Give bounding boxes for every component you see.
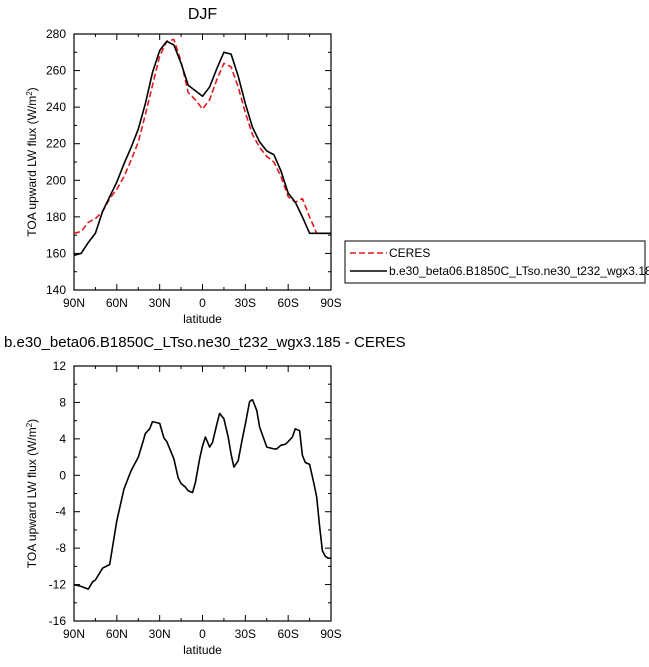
top-chart-x-tick-label: 60N [106, 296, 128, 310]
bottom-chart-x-tick-label: 90S [320, 627, 341, 641]
top-chart-xlabel: latitude [183, 312, 222, 326]
top-chart-x-tick-label: 0 [199, 296, 206, 310]
bottom-chart-y-tick-label: -8 [55, 541, 66, 555]
top-chart-y-tick-label: 160 [46, 246, 66, 260]
top-chart-y-tick-label: 280 [46, 27, 66, 41]
top-chart-y-tick-label: 240 [46, 100, 66, 114]
top-chart-x-tick-label: 60S [277, 296, 298, 310]
bottom-chart-x-tick-label: 60S [277, 627, 298, 641]
top-chart-y-tick-label: 180 [46, 210, 66, 224]
top-chart-title: DJF [188, 6, 218, 23]
legend-label-0: CERES [389, 246, 430, 260]
bottom-chart-frame [73, 365, 332, 622]
bottom-chart-ylabel: TOA upward LW flux (W/m2) [25, 419, 40, 568]
top-chart-ylabel: TOA upward LW flux (W/m2) [25, 87, 40, 236]
legend-label-1: b.e30_beta06.B1850C_LTso.ne30_t232_wgx3.… [389, 264, 649, 278]
bottom-chart-y-tick-label: 12 [53, 359, 67, 373]
top-chart-x-tick-label: 90N [63, 296, 85, 310]
bottom-chart-x-tick-label: 90N [63, 627, 85, 641]
top-chart-series-line-1 [73, 40, 331, 257]
bottom-chart-x-tick-label: 30N [149, 627, 171, 641]
top-chart-x-tick-label: 90S [320, 296, 341, 310]
top-chart-y-tick-label: 260 [46, 64, 66, 78]
top-chart-frame [73, 33, 332, 291]
bottom-chart-series-line-0 [73, 398, 331, 590]
top-chart-x-tick-label: 30S [235, 296, 256, 310]
bottom-chart-x-tick-label: 30S [235, 627, 256, 641]
bottom-chart-y-tick-label: -16 [49, 614, 67, 628]
legend-box [344, 240, 646, 284]
top-chart-series-line-0 [73, 38, 331, 235]
bottom-chart-x-tick-label: 0 [199, 627, 206, 641]
bottom-chart-xlabel: latitude [183, 643, 222, 657]
top-chart-x-tick-label: 30N [149, 296, 171, 310]
top-chart-y-tick-label: 220 [46, 137, 66, 151]
top-chart-y-tick-label: 140 [46, 283, 66, 297]
bottom-chart-y-tick-label: 8 [59, 395, 66, 409]
bottom-chart-title: b.e30_beta06.B1850C_LTso.ne30_t232_wgx3.… [4, 334, 406, 351]
bottom-chart-y-tick-label: -4 [55, 505, 66, 519]
bottom-chart-y-tick-label: 0 [59, 468, 66, 482]
bottom-chart-x-tick-label: 60N [106, 627, 128, 641]
bottom-chart-y-tick-label: -12 [49, 578, 67, 592]
bottom-chart-y-tick-label: 4 [59, 432, 66, 446]
top-chart-y-tick-label: 200 [46, 173, 66, 187]
